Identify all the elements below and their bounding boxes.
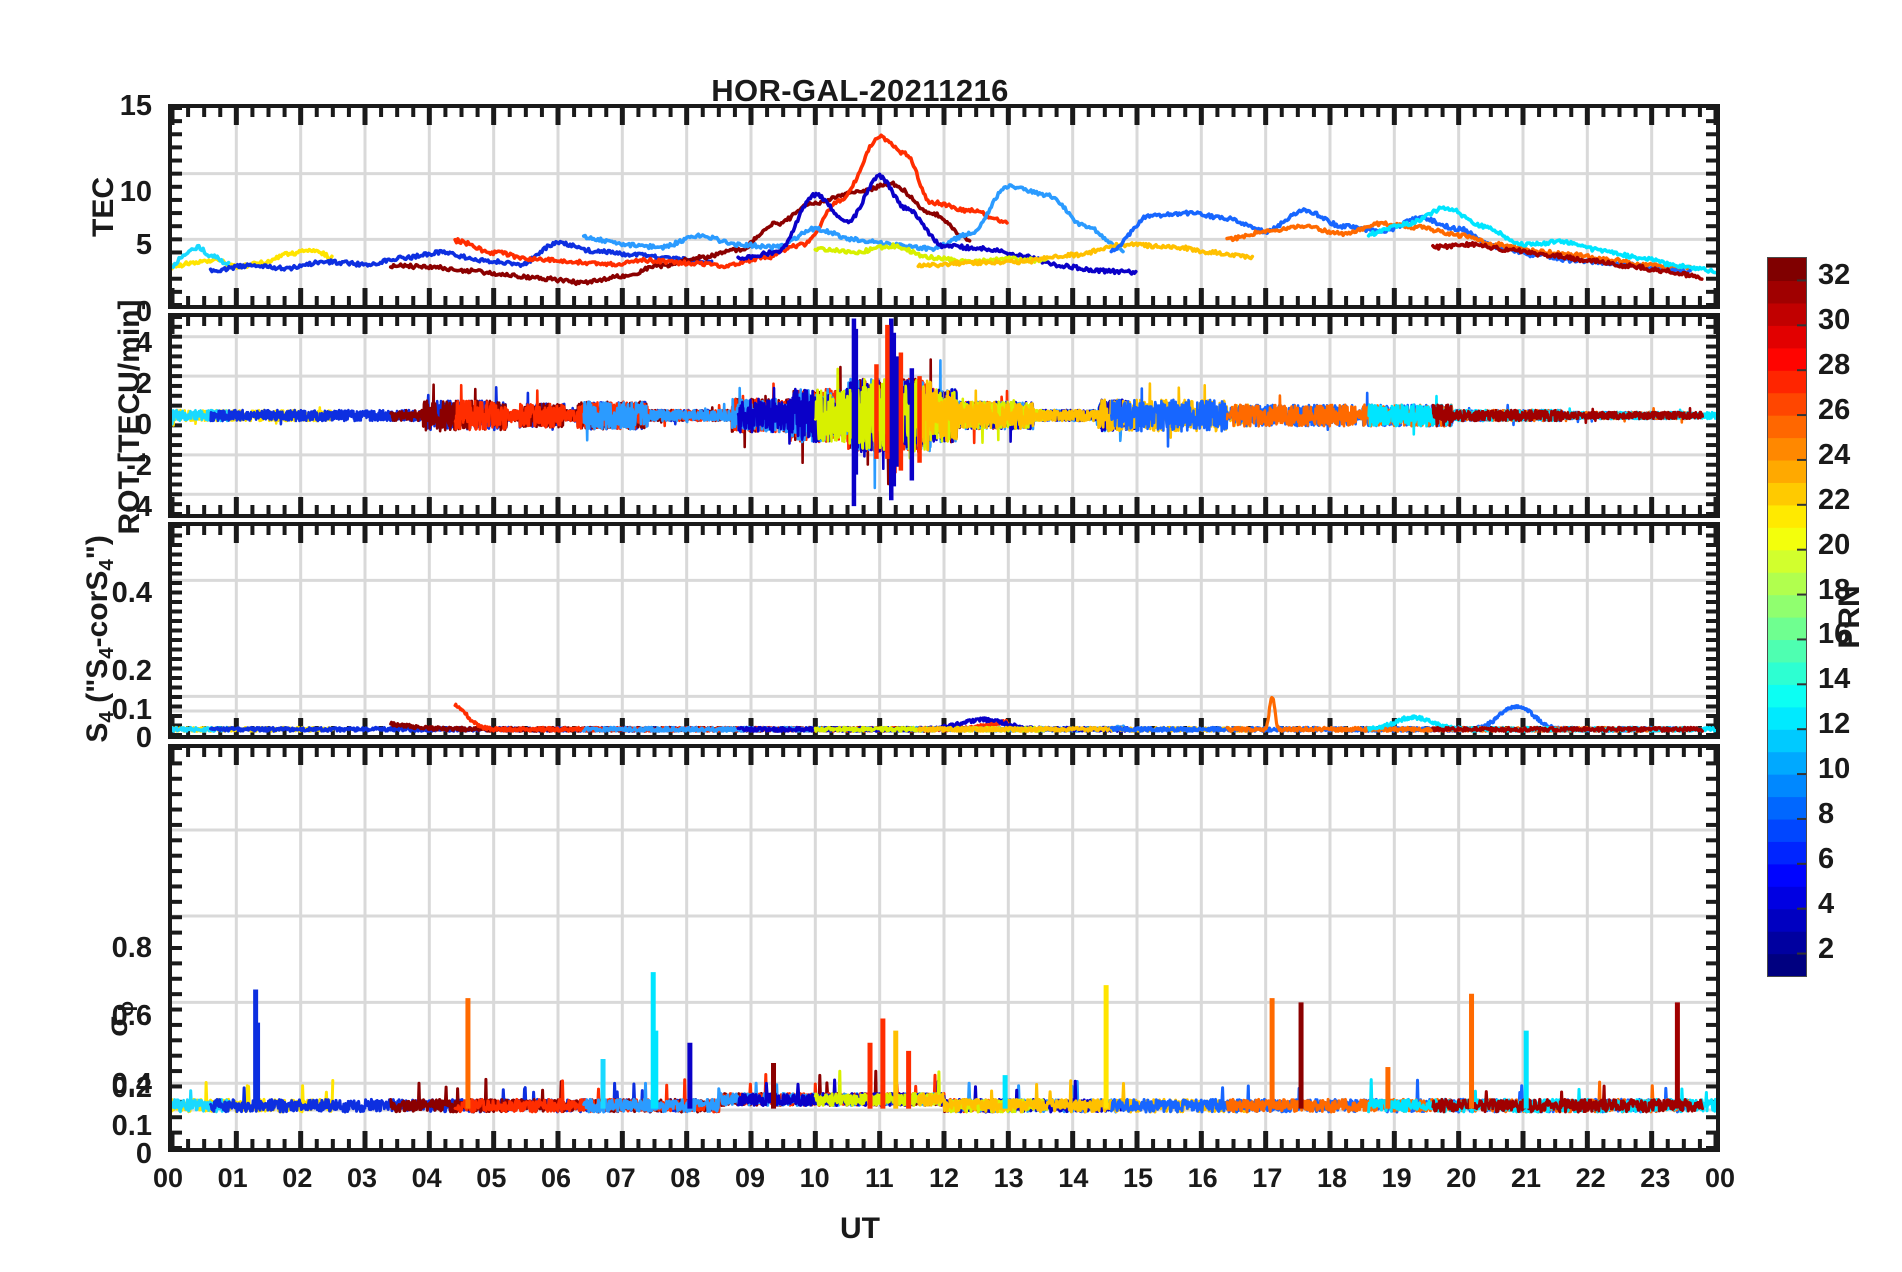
panel-tec-ytick-15: 15	[119, 90, 152, 122]
panel-rot	[168, 313, 1720, 518]
x-axis-tick-20-20: 20	[1446, 1163, 1477, 1193]
x-axis-tick-12-12: 12	[928, 1163, 960, 1193]
x-axis-tick-02-2: 02	[282, 1163, 313, 1193]
colorbar-tick-20: 20	[1818, 528, 1851, 561]
panel-s4-ylabel-sub3: 4	[95, 559, 118, 571]
colorbar-tick-28: 28	[1818, 349, 1851, 382]
panel-s4-ytick-0: 0	[135, 722, 152, 754]
x-axis-tick-22-22: 22	[1575, 1163, 1606, 1193]
colorbar-tick-6: 6	[1818, 842, 1835, 875]
colorbar-tick-32: 32	[1818, 259, 1851, 292]
page-title: HOR-GAL-20211216	[711, 73, 1009, 108]
x-axis-tick-15-15: 15	[1122, 1163, 1154, 1193]
panel-rot-ytick-m2: -2	[126, 450, 152, 482]
panel-s4-ytick-02: 0.2	[111, 655, 152, 687]
x-axis-tick-23-23: 23	[1640, 1163, 1671, 1193]
x-axis-tick-16-16: 16	[1187, 1163, 1218, 1193]
x-axis-tick-06-6: 06	[540, 1163, 572, 1193]
panel-s4-ytick-01: 0.1	[111, 694, 152, 726]
x-axis-tick-01-1: 01	[217, 1163, 248, 1193]
panel-sigma-phi-ytick-04: 0.4	[111, 1068, 152, 1100]
panel-rot-ytick-0: 0	[135, 409, 152, 441]
colorbar-tick-10: 10	[1818, 753, 1851, 786]
panel-s4-ylabel: S4 ("S4-corS4")	[81, 459, 119, 819]
panel-tec-ytick-10: 10	[119, 176, 152, 208]
x-axis-tick-10-10: 10	[799, 1163, 830, 1193]
colorbar-tick-16: 16	[1818, 618, 1851, 651]
colorbar-tick-8: 8	[1818, 797, 1835, 830]
colorbar-tick-26: 26	[1818, 394, 1851, 427]
panel-rot-ytick-0top: 0	[135, 296, 152, 328]
x-axis-tick-09-9: 09	[734, 1163, 766, 1193]
x-axis-tick-19-19: 19	[1381, 1163, 1412, 1193]
x-axis-tick-03-3: 03	[346, 1163, 378, 1193]
x-axis-tick-13-13: 13	[993, 1163, 1024, 1193]
panel-sigma-phi-ytick-06: 0.6	[111, 1000, 152, 1032]
panel-sigma-phi-ytick-01: 0.1	[111, 1110, 152, 1142]
x-axis-label: UT	[840, 1212, 880, 1245]
x-axis-tick-00-24: 00	[1704, 1163, 1736, 1193]
colorbar-tick-18: 18	[1818, 573, 1851, 606]
x-axis-tick-08-8: 08	[670, 1163, 701, 1193]
panel-tec	[168, 104, 1720, 309]
colorbar	[1767, 257, 1807, 977]
panel-sigma-phi	[168, 744, 1720, 1152]
panel-s4-ytick-04: 0.4	[111, 577, 152, 609]
colorbar-tick-22: 22	[1818, 483, 1851, 516]
colorbar-tick-24: 24	[1818, 438, 1851, 471]
x-axis-tick-05-5: 05	[476, 1163, 507, 1193]
colorbar-tick-30: 30	[1818, 304, 1851, 337]
panel-rot-ytick-4: 4	[135, 327, 152, 359]
x-axis-tick-17-17: 17	[1252, 1163, 1283, 1193]
colorbar-tick-4: 4	[1818, 887, 1835, 920]
x-axis-tick-00-0: 00	[152, 1163, 184, 1193]
x-axis-tick-04-4: 04	[411, 1163, 442, 1193]
colorbar-tick-12: 12	[1818, 708, 1851, 741]
panel-rot-ytick-m4: -4	[126, 491, 152, 523]
colorbar-tick-14: 14	[1818, 663, 1851, 696]
panel-rot-ytick-2: 2	[135, 368, 152, 400]
panel-sigma-phi-ytick-08: 0.8	[111, 932, 152, 964]
panel-s4-ylabel-close: ")	[81, 535, 115, 560]
colorbar-tick-2: 2	[1818, 932, 1835, 965]
x-axis-tick-14-14: 14	[1058, 1163, 1089, 1193]
panel-sigma-phi-ytick-0: 0	[135, 1138, 152, 1170]
panel-tec-ytick-5: 5	[135, 229, 152, 261]
x-axis-tick-11-11: 11	[865, 1163, 894, 1193]
x-axis-tick-07-7: 07	[605, 1163, 636, 1193]
panel-s4	[168, 522, 1720, 739]
x-axis-tick-21-21: 21	[1510, 1163, 1542, 1193]
panel-sigma-phi-ytick-02: 0.2	[111, 1072, 152, 1104]
x-axis-tick-18-18: 18	[1316, 1163, 1348, 1193]
